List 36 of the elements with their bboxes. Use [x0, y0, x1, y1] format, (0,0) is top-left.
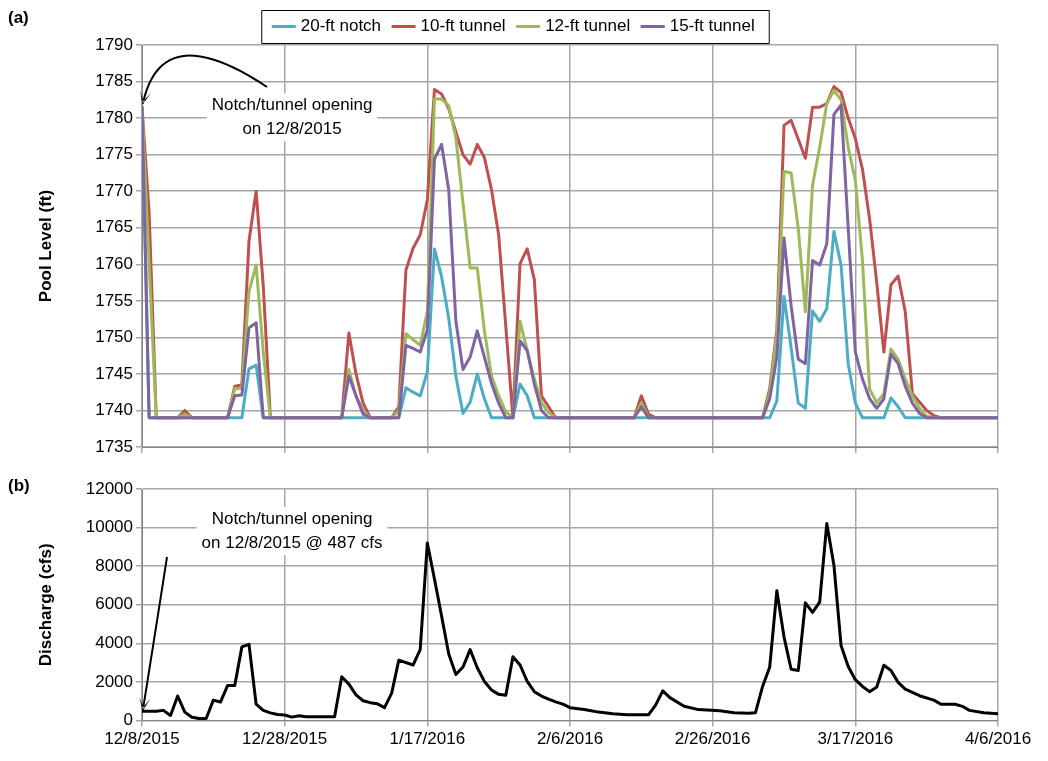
y-tick-label: 1735 [95, 436, 133, 456]
x-tick-label: 1/17/2016 [389, 729, 466, 749]
y-tick-label: 1740 [95, 400, 133, 420]
y-tick-label: 1770 [95, 180, 133, 200]
y-tick-label: 6000 [95, 594, 133, 614]
x-tick-label: 12/8/2015 [104, 729, 180, 749]
y-tick-label: 4000 [95, 633, 133, 653]
x-tick-label: 2/26/2016 [674, 729, 751, 749]
y-tick-label: 12000 [85, 478, 133, 498]
y-axis-title: Discharge (cfs) [35, 543, 55, 667]
annotation: Notch/tunnel opening on 12/8/2015 @ 487 cfs [201, 508, 383, 552]
x-tick-label: 3/17/2016 [817, 729, 894, 749]
annotation: Notch/tunnel opening on 12/8/2015 [211, 94, 373, 138]
x-tick-label: 2/6/2016 [536, 729, 604, 749]
y-tick-label: 10000 [85, 517, 133, 537]
y-tick-label: 8000 [95, 555, 133, 575]
y-tick-label: 1775 [95, 144, 133, 164]
y-tick-label: 0 [123, 710, 133, 730]
y-tick-label: 1765 [95, 217, 133, 237]
x-tick-label: 4/6/2016 [964, 729, 1032, 749]
legend-label: 10-ft tunnel [420, 16, 506, 36]
chart-title: (b) [8, 476, 30, 496]
legend-label: 15-ft tunnel [669, 16, 755, 36]
y-axis-title: Pool Level (ft) [35, 189, 55, 303]
legend-label: 12-ft tunnel [545, 16, 631, 36]
legend-label: 20-ft notch [300, 16, 382, 36]
y-tick-label: 1755 [95, 290, 133, 310]
y-tick-label: 1750 [95, 327, 133, 347]
y-tick-label: 1780 [95, 107, 133, 127]
y-tick-label: 1785 [95, 71, 133, 91]
x-tick-label: 12/28/2015 [242, 729, 328, 749]
y-tick-label: 1745 [95, 363, 133, 383]
y-tick-label: 2000 [95, 671, 133, 691]
y-tick-label: 1790 [95, 34, 133, 54]
chart-title: (a) [8, 8, 29, 28]
y-tick-label: 1760 [95, 253, 133, 273]
